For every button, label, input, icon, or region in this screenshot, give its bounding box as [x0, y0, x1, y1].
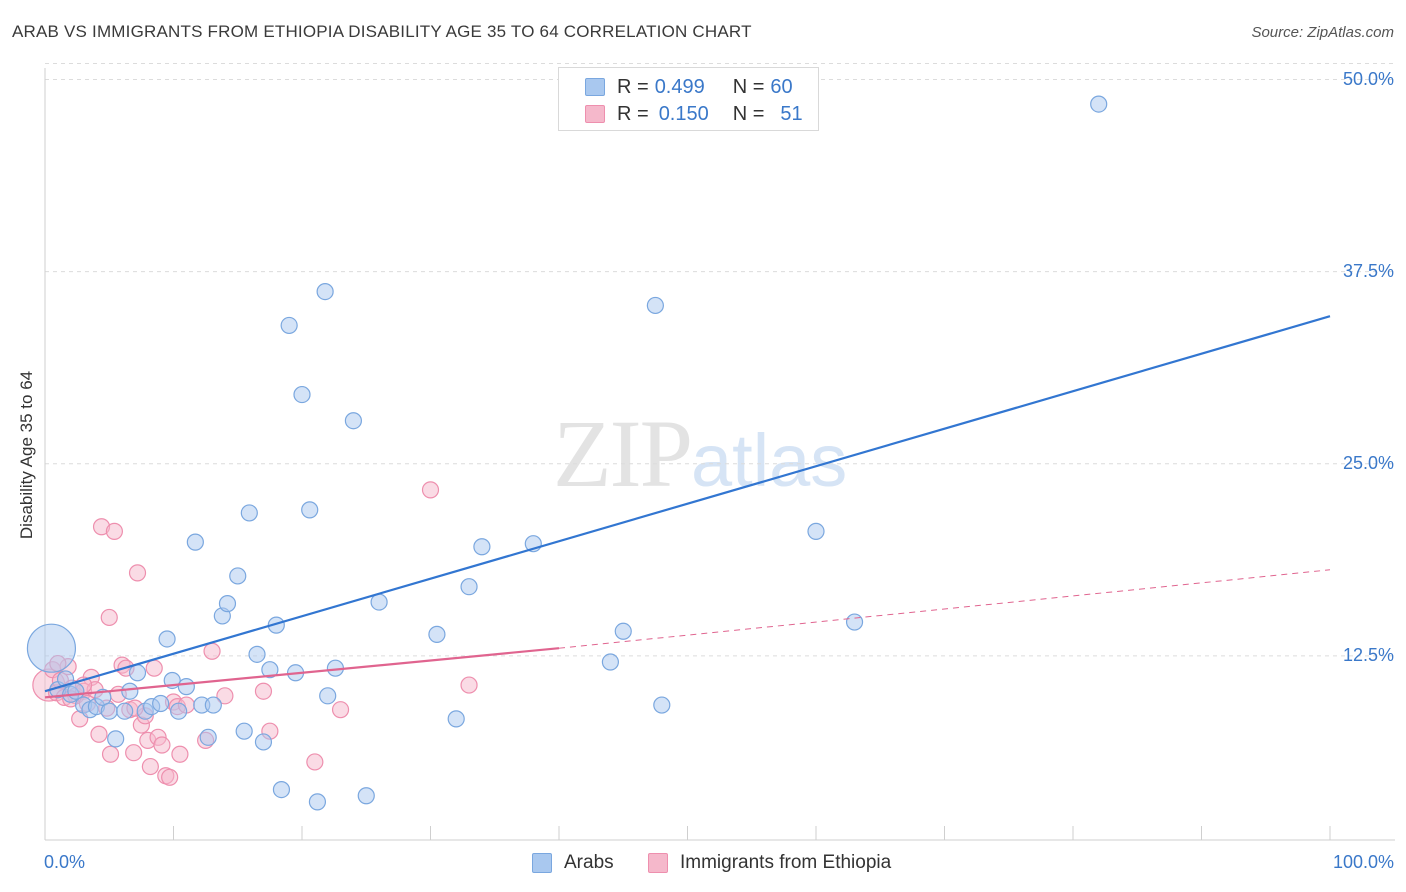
- ethiopia-point: [141, 757, 159, 776]
- x-tick-label-max: 100.0%: [1332, 852, 1394, 872]
- legend-row-arabs: R = 0.499 N = 60: [585, 75, 793, 99]
- bottom-legend-ethiopia: Immigrants from Ethiopia: [648, 852, 891, 874]
- arabs-swatch: [532, 853, 552, 873]
- ethiopia-point: [161, 768, 179, 786]
- arabs-point: [248, 645, 266, 663]
- ethiopia-point: [145, 659, 163, 677]
- grid-lines: [45, 63, 1395, 657]
- arabs-point: [280, 316, 298, 335]
- ethiopia-point: [421, 481, 440, 499]
- arabs-point: [199, 728, 217, 746]
- arabs-point: [1090, 95, 1108, 113]
- arabs-point: [261, 661, 279, 679]
- ethiopia-point: [90, 725, 108, 743]
- legend-row-ethiopia: R = 0.150 N = 51: [585, 102, 803, 126]
- correlation-legend: R = 0.499 N = 60 R = 0.150 N = 51: [558, 67, 819, 131]
- arabs-point: [357, 787, 375, 805]
- arabs-point: [308, 793, 327, 811]
- arabs-point: [254, 733, 273, 751]
- ethiopia-point: [153, 736, 171, 754]
- arabs-point: [158, 630, 176, 648]
- arabs-point: [845, 613, 864, 631]
- arabs-point: [601, 653, 620, 671]
- arabs-point: [447, 710, 465, 728]
- arabs-point: [100, 702, 118, 720]
- arabs-point: [653, 696, 671, 714]
- arabs-point: [218, 595, 237, 613]
- source-label: Source: ZipAtlas.com: [1251, 24, 1394, 41]
- legend-n-value: 60: [770, 75, 793, 98]
- arabs-point: [316, 283, 334, 301]
- arabs-point: [186, 533, 204, 551]
- arabs-point: [614, 622, 632, 640]
- arabs-swatch: [585, 78, 605, 96]
- arabs-point: [107, 730, 125, 748]
- axes: [44, 68, 1395, 841]
- y-tick-label: 50.0%: [1342, 68, 1394, 89]
- trend-lines: [44, 315, 1331, 699]
- arabs-point: [240, 504, 258, 522]
- chart-title: ARAB VS IMMIGRANTS FROM ETHIOPIA DISABIL…: [12, 22, 752, 41]
- ethiopia-point: [171, 745, 189, 763]
- arabs-point: [473, 538, 491, 556]
- y-tick-label: 25.0%: [1342, 452, 1394, 473]
- arabs-point: [428, 625, 446, 643]
- ethiopia-point: [460, 676, 478, 694]
- arabs-point: [128, 664, 147, 682]
- arabs-point: [319, 687, 337, 705]
- arabs-trend-line: [44, 315, 1331, 693]
- arabs-point: [460, 578, 478, 596]
- arabs-point: [94, 688, 112, 706]
- y-tick-label: 12.5%: [1342, 644, 1394, 665]
- watermark-zip: ZIP: [553, 400, 693, 507]
- watermark: ZIPatlas: [553, 398, 847, 509]
- arabs-point: [229, 567, 247, 585]
- legend-n-value: 51: [780, 102, 803, 125]
- arabs-point: [807, 522, 825, 540]
- ethiopia-point: [254, 682, 273, 700]
- arabs-legend-label: Arabs: [564, 852, 614, 873]
- arabs-point: [152, 694, 170, 713]
- legend-r-value: 0.499: [654, 75, 705, 98]
- x-tick-label-min: 0.0%: [44, 852, 86, 872]
- legend-r-label: R =: [617, 75, 649, 98]
- ethiopia-point: [216, 687, 234, 705]
- legend-r-label: R =: [617, 102, 649, 125]
- ethiopia-point: [105, 522, 123, 540]
- bottom-legend-arabs: Arabs: [532, 852, 614, 874]
- ethiopia-trend-extension: [558, 569, 1331, 649]
- ethiopia-point: [331, 701, 350, 719]
- ethiopia-points: [32, 481, 478, 786]
- arabs-point: [26, 623, 77, 673]
- ethiopia-point: [125, 744, 143, 762]
- y-tick-label: 37.5%: [1342, 260, 1394, 281]
- ethiopia-swatch: [585, 105, 605, 123]
- legend-n-label: N =: [732, 75, 765, 98]
- arabs-point: [344, 412, 362, 430]
- ethiopia-point: [128, 564, 147, 582]
- legend-r-value: 0.150: [658, 102, 709, 125]
- ethiopia-swatch: [648, 853, 668, 873]
- arabs-point: [121, 682, 139, 700]
- arabs-point: [235, 722, 253, 740]
- arabs-point: [116, 702, 134, 720]
- arabs-point: [170, 702, 188, 720]
- ethiopia-legend-label: Immigrants from Ethiopia: [680, 852, 892, 873]
- arabs-point: [177, 678, 195, 696]
- arabs-point: [646, 296, 664, 315]
- arabs-point: [272, 780, 291, 799]
- arabs-point: [204, 696, 222, 714]
- ethiopia-trend-line: [44, 647, 560, 699]
- y-axis-label: Disability Age 35 to 64: [17, 370, 36, 540]
- ethiopia-point: [100, 608, 118, 627]
- arabs-point: [293, 385, 311, 404]
- ethiopia-point: [306, 753, 324, 771]
- ethiopia-point: [203, 642, 221, 660]
- arabs-point: [301, 501, 319, 519]
- watermark-atlas: atlas: [691, 419, 848, 502]
- legend-n-label: N =: [732, 102, 765, 125]
- ethiopia-point: [101, 745, 120, 763]
